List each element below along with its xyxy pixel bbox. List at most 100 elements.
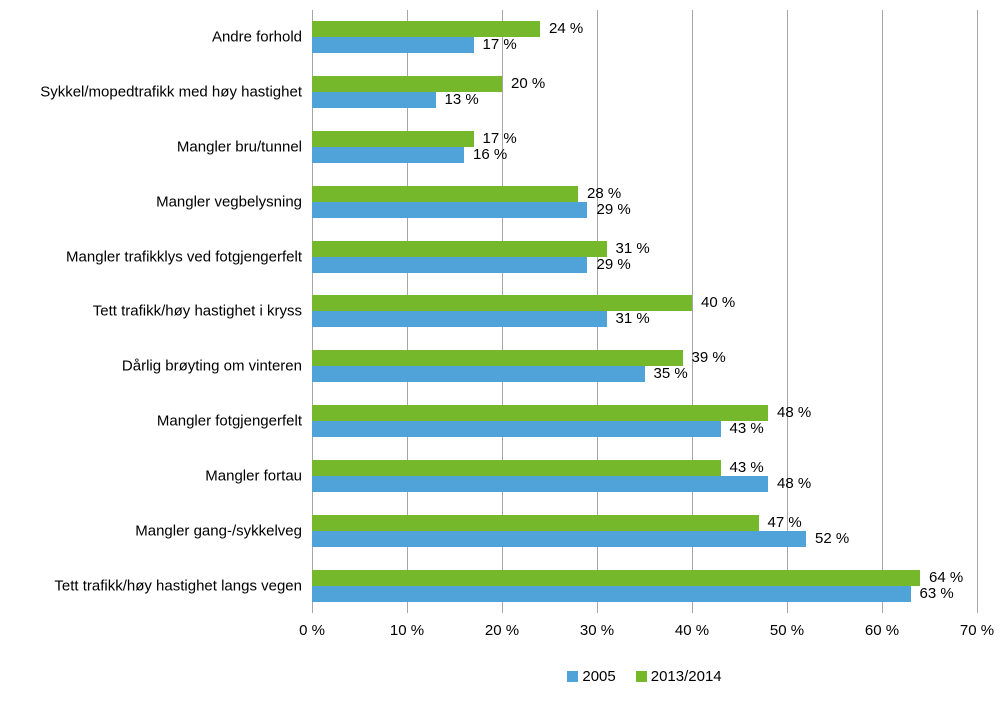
category-row: Dårlig brøyting om vinteren 39 % 35 %: [122, 339, 977, 394]
value-label: 16 %: [473, 146, 508, 164]
bar-2013-2014: [312, 350, 683, 367]
category-label: Dårlig brøyting om vinteren: [121, 357, 302, 375]
value-label: 29 %: [596, 200, 631, 218]
bar-2005: [312, 201, 588, 218]
category-row: Andre forhold 24 % 17 %: [212, 10, 977, 65]
bar-2005: [312, 475, 768, 492]
x-tick-label: 10 %: [389, 622, 425, 639]
bar-line: 31 %: [312, 310, 977, 328]
bar-2013-2014: [312, 21, 540, 38]
bar-line: 17 %: [312, 130, 977, 148]
bar-line: 48 %: [312, 474, 977, 492]
legend-swatch-2013-2014: [635, 670, 647, 682]
category-row: Tett trafikk/høy hastighet i kryss 40 % 31…: [93, 284, 977, 339]
value-label: 17 %: [482, 36, 517, 54]
category-label: Sykkel/mopedtrafikk med høy hastighet: [40, 83, 302, 101]
value-label: 20 %: [511, 75, 546, 93]
value-label: 43 %: [729, 420, 764, 438]
bar-line: 63 %: [312, 584, 977, 602]
bar-2005: [312, 37, 474, 54]
bar-line: 31 %: [312, 239, 977, 257]
bar-2013-2014: [312, 459, 721, 476]
gridline: [977, 10, 978, 613]
category-label: Mangler bru/tunnel: [176, 138, 302, 156]
value-label: 31 %: [615, 239, 650, 257]
value-label: 24 %: [549, 20, 584, 38]
legend: 2005 2013/2014: [312, 665, 977, 687]
bar-line: 20 %: [312, 75, 977, 93]
bar-line: 29 %: [312, 200, 977, 218]
value-label: 43 %: [729, 458, 764, 476]
category-row: Mangler trafikklys ved fotgjengerfelt 31 …: [66, 229, 977, 284]
value-label: 28 %: [587, 184, 622, 202]
gridline: [787, 10, 788, 613]
value-label: 48 %: [777, 404, 812, 422]
bar-2013-2014: [312, 569, 920, 586]
category-label: Mangler fotgjengerfelt: [156, 412, 302, 430]
category-label: Tett trafikk/høy hastighet langs vegen: [54, 577, 302, 595]
legend-swatch-2005: [567, 670, 579, 682]
category-label: Mangler fortau: [205, 467, 302, 485]
bar-line: 16 %: [312, 146, 977, 164]
legend-label-2005: 2005: [582, 667, 616, 685]
bar-2013-2014: [312, 185, 578, 202]
bar-2013-2014: [312, 76, 502, 93]
bar-2005: [312, 92, 436, 109]
x-tick-label: 30 %: [579, 622, 615, 639]
x-tick-label: 0 %: [299, 622, 325, 639]
gridline: [692, 10, 693, 613]
value-label: 63 %: [919, 584, 954, 602]
bar-2013-2014: [312, 131, 474, 148]
bar-line: 13 %: [312, 91, 977, 109]
bar-2005: [312, 585, 911, 602]
category-row: Sykkel/mopedtrafikk med høy hastighet 20 …: [40, 65, 977, 120]
category-row: Tett trafikk/høy hastighet langs vegen 64…: [54, 558, 977, 613]
x-axis: 0 % 10 % 20 % 30 % 40 % 50 % 60 % 70 %: [299, 613, 994, 645]
category-label: Andre forhold: [211, 28, 302, 46]
bar-line: 52 %: [312, 529, 977, 547]
value-label: 31 %: [615, 310, 650, 328]
bar-2013-2014: [312, 295, 692, 312]
bar-2013-2014: [312, 405, 768, 422]
bar-2005: [312, 530, 806, 547]
value-label: 47 %: [767, 513, 802, 531]
bar-line: 47 %: [312, 513, 977, 531]
category-row: Mangler fotgjengerfelt 48 % 43 %: [157, 394, 977, 449]
value-label: 17 %: [482, 130, 517, 148]
value-label: 39 %: [691, 349, 726, 367]
bar-2005: [312, 421, 721, 438]
legend-item-2013-2014: 2013/2014: [635, 668, 722, 685]
category-row: Mangler vegbelysning 28 % 29 %: [156, 174, 977, 229]
bar-2005: [312, 256, 588, 273]
category-label: Mangler trafikklys ved fotgjengerfelt: [66, 248, 302, 266]
value-label: 35 %: [653, 365, 688, 383]
value-label: 13 %: [444, 91, 479, 109]
bar-line: 28 %: [312, 184, 977, 202]
x-tick-label: 40 %: [674, 622, 710, 639]
bar-2005: [312, 147, 464, 164]
bar-line: 43 %: [312, 420, 977, 438]
bar-line: 24 %: [312, 20, 977, 38]
bar-2005: [312, 311, 607, 328]
bar-line: 48 %: [312, 404, 977, 422]
x-tick-label: 20 %: [484, 622, 520, 639]
category-row: Mangler gang-/sykkelveg 47 % 52 %: [135, 503, 977, 558]
bar-line: 40 %: [312, 294, 977, 312]
category-label: Mangler vegbelysning: [156, 193, 302, 211]
category-row: Mangler bru/tunnel 17 % 16 %: [177, 120, 977, 175]
value-label: 64 %: [929, 568, 964, 586]
plot-area: Andre forhold 24 % 17 % Sykkel/mopedtrafikk…: [40, 10, 978, 613]
category-row: Mangler fortau 43 % 48 %: [205, 449, 977, 504]
value-label: 48 %: [777, 474, 812, 492]
bar-2013-2014: [312, 240, 607, 257]
value-label: 52 %: [815, 529, 850, 547]
value-label: 40 %: [701, 294, 736, 312]
bar-line: 17 %: [312, 36, 977, 54]
category-label: Mangler gang-/sykkelveg: [135, 522, 302, 540]
category-label: Tett trafikk/høy hastighet i kryss: [92, 302, 302, 320]
bar-2005: [312, 366, 645, 383]
bar-line: 64 %: [312, 568, 977, 586]
legend-item-2005: 2005: [567, 667, 616, 685]
bar-line: 39 %: [312, 349, 977, 367]
